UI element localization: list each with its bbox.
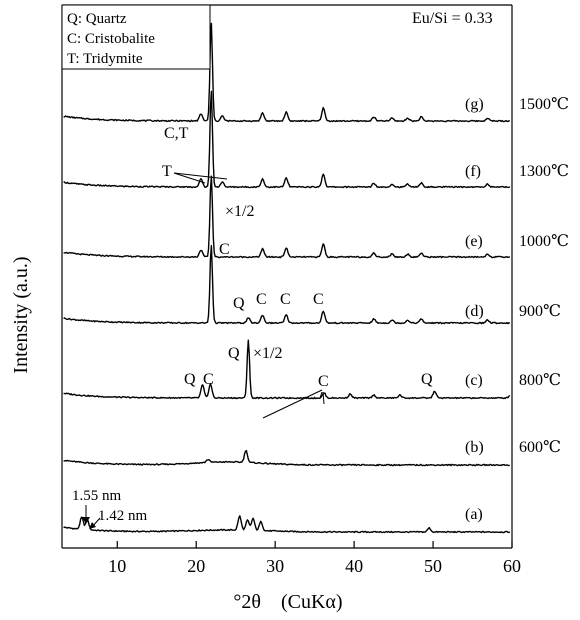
- temperature-label: 1300℃: [519, 163, 569, 180]
- temperature-label: 800℃: [519, 372, 561, 389]
- trace-letter: (d): [465, 303, 484, 320]
- trace-letter: (c): [465, 372, 483, 389]
- annotation-c-q3: Q: [421, 371, 433, 388]
- x-tick-label: 50: [424, 556, 442, 576]
- annotation-c-c1: C: [203, 371, 214, 388]
- annotation-c-q1: Q: [184, 371, 196, 388]
- x-tick-label: 40: [345, 556, 363, 576]
- annotation-e-half: ×1/2: [225, 203, 254, 220]
- x-tick-label: 60: [503, 556, 521, 576]
- arrow-1-55-head: [82, 517, 90, 524]
- plot-area: 10 20 30 40 50 60 (a) (b) (c) (d) (e) (f) (g) 600℃ 8…: [61, 4, 569, 576]
- legend: Q: Quartz C: Cristobalite T: Tridymite: [61, 4, 211, 70]
- annotation-f-ct: C,T: [164, 125, 189, 142]
- xrd-trace-g: [63, 22, 510, 123]
- temperature-label: 900℃: [519, 303, 561, 320]
- xrd-trace-f: [63, 90, 511, 189]
- legend-entry-quartz: Q: Quartz: [67, 11, 127, 27]
- xrd-trace-b: [63, 449, 510, 467]
- trace-letters: (a) (b) (c) (d) (e) (f) (g): [465, 96, 484, 523]
- x-ticks: 10 20 30 40 50 60: [108, 541, 521, 576]
- xrd-trace-d: [63, 244, 511, 325]
- annotation-d-c1: C: [219, 241, 230, 258]
- leader-f-2: [173, 172, 228, 180]
- diffraction-traces: [63, 22, 511, 534]
- temperature-label: 1000℃: [519, 233, 569, 250]
- x-axis-label: °2θ (CuKα): [233, 591, 342, 613]
- annotation-1-55-nm: 1.55 nm: [72, 488, 122, 504]
- trace-letter: (e): [465, 233, 483, 250]
- xrd-trace-e: [63, 175, 511, 259]
- arrow-1-42-head: [89, 522, 96, 529]
- annotation-d-c3: C: [280, 291, 291, 308]
- temperature-label: 1500℃: [519, 96, 569, 113]
- x-tick-label: 10: [108, 556, 126, 576]
- annotation-c-q2: Q: [228, 345, 240, 362]
- x-tick-label: 30: [266, 556, 284, 576]
- trace-letter: (f): [465, 163, 481, 180]
- leader-f-1: [173, 172, 206, 184]
- trace-letter: (g): [465, 96, 484, 113]
- annotation-d-q: Q: [233, 295, 245, 312]
- annotation-c-c2: C: [318, 373, 329, 390]
- legend-box: [61, 4, 211, 70]
- temperature-label: 600℃: [519, 439, 561, 456]
- annotation-f-t: T: [162, 163, 172, 180]
- legend-entry-tridymite: T: Tridymite: [67, 51, 143, 67]
- y-axis-label: Intensity (a.u.): [10, 256, 32, 373]
- temperature-labels: 600℃ 800℃ 900℃ 1000℃ 1300℃ 1500℃: [519, 96, 569, 456]
- x-tick-label: 20: [187, 556, 205, 576]
- xrd-trace-c: [63, 339, 511, 400]
- annotation-c-half: ×1/2: [253, 345, 282, 362]
- leader-c-2: [319, 391, 323, 399]
- annotation-d-c2: C: [256, 291, 267, 308]
- trace-letter: (b): [465, 439, 484, 456]
- annotations: 1.55 nm 1.42 nm Q C Q ×1/2 C Q C Q C C C…: [72, 125, 433, 529]
- xrd-trace-a: [63, 515, 511, 534]
- composition-label: Eu/Si = 0.33: [412, 10, 493, 27]
- legend-entry-cristobalite: C: Cristobalite: [67, 31, 155, 47]
- annotation-1-42-nm: 1.42 nm: [98, 508, 148, 524]
- leader-c-3: [322, 391, 325, 405]
- annotation-d-c4: C: [313, 291, 324, 308]
- trace-letter: (a): [465, 506, 483, 523]
- leader-c-1: [262, 389, 323, 419]
